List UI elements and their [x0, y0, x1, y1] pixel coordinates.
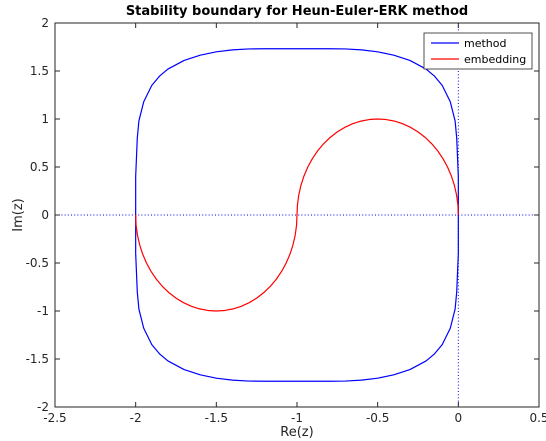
legend-label-embedding: embedding: [464, 53, 526, 66]
y-tick-label: 1.5: [30, 64, 49, 78]
legend: method embedding: [423, 32, 533, 70]
y-tick-label: -1.5: [26, 352, 49, 366]
legend-box: [423, 32, 533, 70]
chart-title: Stability boundary for Heun-Euler-ERK me…: [126, 4, 468, 19]
y-tick-label: 0: [41, 208, 49, 222]
y-tick-label: 0.5: [30, 160, 49, 174]
y-tick-label: -2: [37, 400, 49, 414]
y-axis: -2 -1.5 -1 -0.5 0 0.5 1 1.5 2: [26, 16, 539, 414]
x-axis-label: Re(z): [280, 425, 313, 440]
y-axis-label: Im(z): [11, 198, 26, 231]
y-tick-label: -1: [37, 304, 49, 318]
x-tick-label: 0.5: [529, 411, 546, 425]
x-tick-label: -1: [291, 411, 303, 425]
x-tick-label: -1.5: [205, 411, 228, 425]
y-tick-label: 1: [41, 112, 49, 126]
x-tick-label: -0.5: [366, 411, 389, 425]
legend-label-method: method: [464, 37, 506, 50]
x-axis: -2.5 -2 -1.5 -1 -0.5 0 0.5: [43, 23, 546, 425]
series-line-embedding: [135, 118, 459, 312]
y-tick-label: -0.5: [26, 256, 49, 270]
x-tick-label: -2.5: [43, 411, 66, 425]
x-tick-label: -2: [130, 411, 142, 425]
series-layer: [135, 48, 459, 382]
y-tick-label: 2: [41, 16, 49, 30]
x-tick-label: 0: [455, 411, 463, 425]
